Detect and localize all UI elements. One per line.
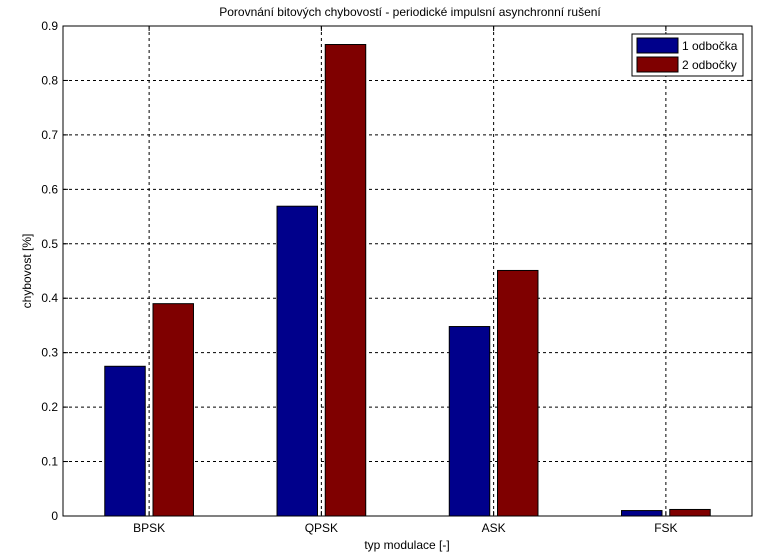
y-tick-label: 0.1 bbox=[41, 455, 58, 469]
legend: 1 odbočka 2 odbočky bbox=[631, 33, 744, 77]
bar-bpsk-series-1 bbox=[104, 365, 146, 517]
bar-qpsk-series-1 bbox=[276, 205, 318, 517]
y-axis-label: chybovost [%] bbox=[20, 234, 34, 309]
legend-label-2-odbocky: 2 odbočky bbox=[682, 58, 737, 72]
y-tick-label: 0.6 bbox=[41, 182, 58, 196]
plot-frame bbox=[62, 25, 753, 517]
y-tick-label: 0.9 bbox=[41, 19, 58, 33]
y-tick-label: 0 bbox=[51, 509, 58, 523]
x-tick-label: ASK bbox=[482, 521, 506, 535]
legend-label-1-odbocka: 1 odbočka bbox=[682, 39, 738, 53]
plot-area: 0 0.1 0.2 0.3 0.4 0.5 0.6 0.7 0.8 0.9 BPSK QPSK ASK F… bbox=[41, 19, 753, 535]
bar-ask-series-2 bbox=[497, 269, 539, 517]
chart-title: Porovnání bitových chybovostí - periodic… bbox=[219, 5, 601, 19]
bars bbox=[104, 44, 711, 517]
bar-qpsk-series-2 bbox=[324, 44, 367, 517]
x-axis-label: typ modulace [-] bbox=[364, 538, 449, 552]
x-tick-label: QPSK bbox=[305, 521, 338, 535]
y-tick-label: 0.3 bbox=[41, 346, 58, 360]
bar-ask-series-1 bbox=[448, 326, 491, 517]
x-tick-label: FSK bbox=[654, 521, 677, 535]
y-tick-label: 0.5 bbox=[41, 237, 58, 251]
y-tick-label: 0.8 bbox=[41, 73, 58, 87]
bar-fsk-series-1 bbox=[621, 510, 663, 517]
x-tick-label: BPSK bbox=[133, 521, 165, 535]
legend-swatch-2-odbocky bbox=[636, 56, 679, 73]
ticks: 0 0.1 0.2 0.3 0.4 0.5 0.6 0.7 0.8 0.9 BPSK QPSK ASK F… bbox=[41, 19, 752, 535]
bar-bpsk-series-2 bbox=[152, 303, 194, 517]
legend-swatch-1-odbocka bbox=[636, 37, 679, 54]
y-tick-label: 0.4 bbox=[41, 291, 58, 305]
y-tick-label: 0.7 bbox=[41, 128, 58, 142]
y-tick-label: 0.2 bbox=[41, 400, 58, 414]
bar-fsk-series-2 bbox=[669, 508, 711, 517]
